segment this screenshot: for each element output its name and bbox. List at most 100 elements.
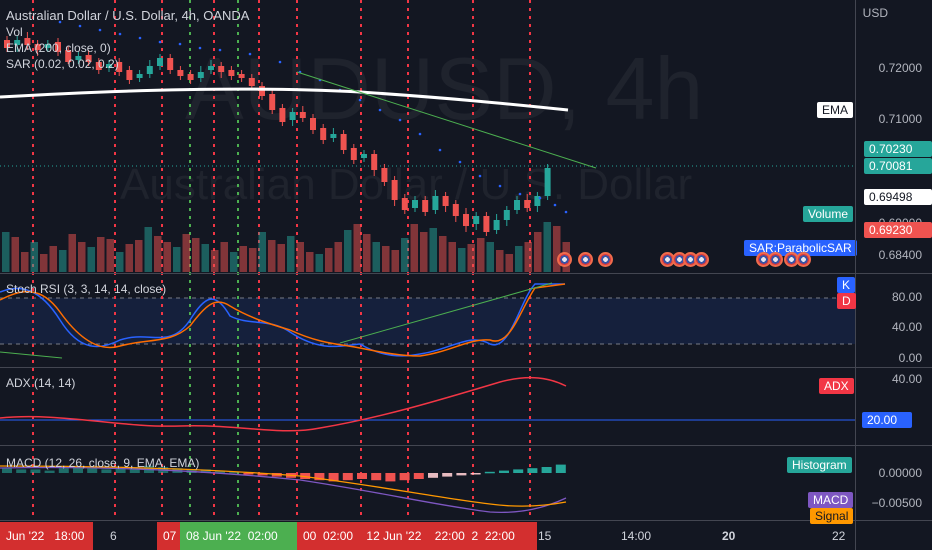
time-label-2: 18:00	[54, 529, 85, 543]
volume-bar-48	[458, 248, 466, 272]
stoch-rsi-legend[interactable]: Stoch RSI (3, 3, 14, 14, close)	[6, 282, 167, 296]
candle-body-29	[299, 112, 306, 118]
volume-bar-19	[182, 234, 190, 272]
candle-body-2	[24, 38, 31, 45]
pane-separator-3[interactable]	[0, 445, 932, 446]
candle-body-45	[463, 214, 469, 226]
sar-dot-23	[538, 196, 542, 200]
macd-hist-bar-8	[115, 468, 126, 473]
candle-body-13	[136, 74, 143, 78]
candle-body-30	[310, 118, 316, 130]
volume-bar-11	[106, 239, 114, 272]
volume-bar-23	[220, 242, 228, 272]
time-label-10: 22:00	[434, 529, 465, 543]
stoch-tick-0: 0.00	[898, 351, 922, 365]
macd-hist-bar-3	[44, 470, 55, 473]
candle-body-35	[361, 154, 367, 158]
volume-bar-27	[258, 232, 266, 272]
legend-sar[interactable]: SAR (0.02, 0.02, 0.2)	[6, 57, 119, 71]
sar-dot-7	[198, 46, 202, 50]
candle-body-3	[34, 44, 41, 50]
sar-dot-15	[378, 108, 382, 112]
sar-dot-0	[58, 20, 62, 24]
volume-bar-8	[78, 242, 86, 272]
legend-ema[interactable]: EMA (200, close, 0)	[6, 41, 111, 55]
candle-body-22	[228, 70, 235, 76]
candle-body-34	[350, 148, 357, 160]
macd-hist-bar-7	[101, 469, 112, 473]
macd-hist-bar-33	[470, 473, 481, 475]
volume-bar-51	[486, 242, 494, 272]
volume-bar-32	[306, 252, 314, 272]
volume-bar-33	[315, 254, 323, 272]
event-flag-us-2-icon[interactable]	[598, 252, 613, 267]
volume-bar-45	[429, 228, 437, 272]
volume-bar-34	[325, 248, 333, 272]
candle-body-24	[248, 78, 255, 86]
macd-legend[interactable]: MACD (12, 26, close, 9, EMA, EMA)	[6, 456, 200, 470]
macd-line	[0, 466, 567, 514]
candle-body-50	[514, 200, 520, 210]
macd-hist-bar-37	[527, 468, 538, 473]
macd-hist-bar-18	[257, 473, 268, 476]
volume-bar-43	[410, 224, 418, 272]
volume-bar-18	[173, 247, 181, 272]
volume-bar-17	[163, 242, 171, 272]
candle-body-33	[340, 134, 347, 150]
sar-dot-17	[418, 132, 422, 136]
volume-bar-31	[296, 242, 304, 272]
macd-hist-bar-25	[357, 473, 367, 479]
macd-hist-bar-28	[399, 473, 410, 481]
volume-bar-9	[87, 247, 95, 272]
pane-separator-1[interactable]	[0, 273, 932, 274]
volume-bar-42	[401, 238, 409, 272]
volume-bar-12	[116, 252, 124, 272]
price-last-tag: 0.70230	[864, 141, 932, 157]
stoch-k-tag: K	[837, 277, 856, 293]
macd-hist-bar-27	[385, 473, 396, 482]
legend-vol[interactable]: Vol	[6, 25, 23, 39]
time-label-11: 2	[471, 529, 479, 543]
price-close-tag: 0.70081	[864, 158, 932, 174]
candle-body-20	[208, 66, 214, 70]
pane-separator-4[interactable]	[0, 520, 932, 521]
candle-body-32	[330, 134, 337, 138]
volume-bar-15	[144, 227, 152, 272]
candle-body-9	[95, 62, 102, 70]
event-flag-au-2-icon[interactable]	[694, 252, 709, 267]
candle-body-14	[146, 66, 153, 74]
candle-body-26	[269, 94, 276, 110]
stoch-k-line	[0, 283, 565, 357]
histogram-label-tag: Histogram	[787, 457, 852, 473]
macd-hist-bar-32	[456, 473, 467, 476]
stoch-trendline-left	[0, 351, 63, 359]
event-flag-us-1-icon[interactable]	[557, 252, 572, 267]
macd-hist-bar-34	[484, 471, 495, 474]
sar-dot-5	[158, 40, 162, 44]
time-label-13: 15	[538, 529, 552, 543]
volume-bar-47	[448, 242, 456, 272]
candle-body-5	[55, 42, 61, 52]
sar-dot-8	[218, 48, 222, 52]
pane-separator-2[interactable]	[0, 367, 932, 368]
volume-bar-50	[477, 238, 485, 272]
macd-hist-bar-9	[129, 467, 140, 473]
candle-body-49	[503, 210, 510, 220]
event-flag-us-8-icon[interactable]	[796, 252, 811, 267]
volume-bar-13	[125, 244, 133, 272]
event-flag-au-1-icon[interactable]	[578, 252, 593, 267]
adx-legend[interactable]: ADX (14, 14)	[6, 376, 76, 390]
volume-bar-39	[372, 242, 380, 272]
volume-bar-25	[239, 246, 247, 272]
event-flag-us-6-icon[interactable]	[768, 252, 783, 267]
candle-body-44	[452, 204, 459, 216]
candle-body-36	[371, 154, 378, 170]
volume-bar-5	[49, 246, 57, 272]
macd-hist-bar-6	[87, 468, 98, 473]
sar-dot-9	[248, 52, 252, 56]
volume-bar-6	[59, 250, 67, 272]
macd-hist-bar-2	[30, 469, 41, 473]
symbol-title[interactable]: Australian Dollar / U.S. Dollar, 4h, OAN…	[6, 8, 250, 23]
candle-body-51	[524, 200, 531, 208]
